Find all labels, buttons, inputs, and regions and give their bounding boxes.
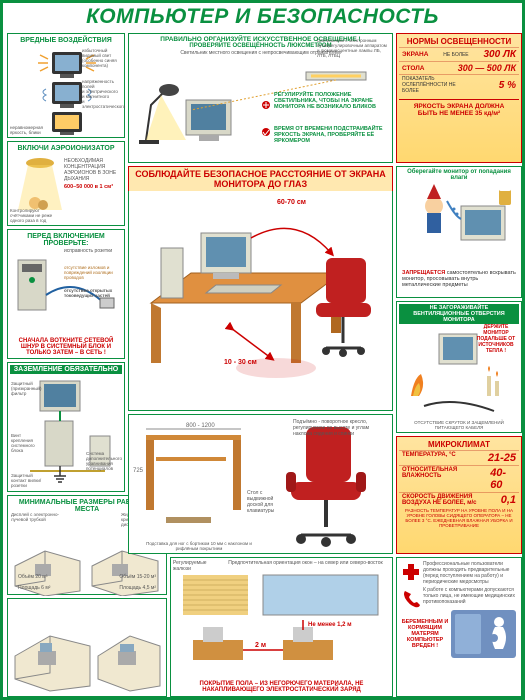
- precheck-footer: СНАЧАЛА ВОТКНИТЕ СЕТЕВОЙ ШНУР В СИСТЕМНЫ…: [10, 338, 122, 356]
- panel-distance: 60-70 см 10 - 30 см: [128, 191, 393, 411]
- panel-medical: Профессиональные пользователи должны про…: [396, 557, 522, 697]
- climate-foot: РАЗНОСТЬ ТЕМПЕРАТУР НА УРОВНЕ ПОЛА И НА …: [399, 507, 519, 529]
- svg-text:800 - 1200: 800 - 1200: [186, 423, 215, 429]
- vent-title: НЕ ЗАГОРАЖИВАЙТЕ ВЕНТИЛЯЦИОННЫЕ ОТВЕРСТИ…: [399, 304, 519, 324]
- distance-title-box: СОБЛЮДАЙТЕ БЕЗОПАСНОЕ РАССТОЯНИЕ ОТ ЭКРА…: [128, 166, 393, 192]
- norm-r2-v: 5 %: [499, 80, 516, 91]
- panel-vent: НЕ ЗАГОРАЖИВАЙТЕ ВЕНТИЛЯЦИОННЫЕ ОТВЕРСТИ…: [396, 301, 522, 433]
- norm-r1-l: СТОЛА: [402, 65, 425, 72]
- minsize-v2: Объём 15-20 м³: [119, 574, 156, 580]
- minsize-ext-illustration: [10, 601, 164, 695]
- foot-note: Подставка для ног с бортиком 10 мм с нак…: [144, 541, 254, 551]
- climate-r2v: 0,1: [501, 494, 516, 506]
- norm-r2-m: ПОКАЗАТЕЛЬ ОСЛЕПЛЁННОСТИ НЕ БОЛЕЕ: [402, 76, 472, 94]
- ground-i3: Система дополнительного уравнивания поте…: [86, 451, 121, 471]
- panel-grounding: ЗАЗЕМЛЕНИЕ ОБЯЗАТЕЛЬНО Защитный (приэкра…: [7, 362, 125, 492]
- norm-r0-m: НЕ БОЛЕЕ: [443, 52, 468, 58]
- deskdetail-illustration: 800 - 1200 725: [131, 417, 391, 552]
- precheck-illustration: [10, 250, 122, 320]
- minsize-a1: Площадь 6 м²: [18, 585, 50, 591]
- climate-title: МИКРОКЛИМАТ: [399, 439, 519, 450]
- harmful-item3: неравномерная яркость, блики: [10, 125, 48, 135]
- minsize-l0: Дисплей с электронно-лучевой трубкой: [11, 512, 61, 522]
- panel-climate: МИКРОКЛИМАТ ТЕМПЕРАТУРА, °С 21-25 ОТНОСИТ…: [396, 436, 522, 554]
- panel-precheck: ПЕРЕД ВКЛЮЧЕНИЕМ ПРОВЕРЬТЕ: исправность …: [7, 229, 125, 359]
- ground-i1: Винт крепления системного блока: [11, 433, 41, 453]
- precheck-i1: отсутствие изломов и повреждений изоляци…: [64, 265, 122, 280]
- pregnant-icon: [451, 610, 516, 658]
- ground-i0: Защитный (приэкранный) фильтр: [11, 381, 41, 396]
- lighting-illustration: [131, 70, 391, 160]
- norms-title: НОРМЫ ОСВЕЩЕННОСТИ: [399, 36, 519, 47]
- ground-i2: Защитный контакт вилки/розетки: [11, 473, 46, 488]
- ionizer-val: 600–50 000 в 1 см³: [64, 184, 122, 190]
- panel-lighting: ПРАВИЛЬНО ОРГАНИЗУЙТЕ ИСКУССТВЕННОЕ ОСВЕ…: [128, 33, 393, 163]
- harmful-item1: избыточный видимый свет (особенно синяя …: [82, 48, 122, 68]
- medical-warn: БЕРЕМЕННЫМ И КОРМЯЩИМ МАТЕРЯМ КОМПЬЮТЕР …: [399, 619, 451, 649]
- panel-deskdetail: 800 - 1200 725 Подъёмно - поворотное кре…: [128, 414, 393, 554]
- medical-cross-icon: [401, 562, 421, 582]
- precheck-title: ПЕРЕД ВКЛЮЧЕНИЕМ ПРОВЕРЬТЕ:: [10, 232, 122, 248]
- precheck-i2: отсутствие открытых токоведущих частей: [64, 288, 122, 298]
- ionizer-txt1: НЕОБХОДИМАЯ КОНЦЕНТРАЦИЯ АЭРОИОНОВ В ЗОН…: [64, 158, 122, 182]
- moisture-illustration: [399, 181, 519, 266]
- distance-illustration: [131, 193, 391, 408]
- svg-text:2 м: 2 м: [255, 642, 266, 649]
- dist-d1: 60-70 см: [277, 199, 306, 206]
- climate-r2l: СКОРОСТЬ ДВИЖЕНИЯ ВОЗДУХА НЕ БОЛЕЕ, м/с: [402, 494, 482, 506]
- panel-minsize-ext: [7, 598, 167, 697]
- blinds-illustration: Не менее 1,2 м 2 м: [173, 572, 391, 672]
- climate-r1v: 40-60: [490, 467, 516, 491]
- norm-r1-v: 300 — 500 ЛК: [458, 63, 516, 73]
- panel-harmful: ВРЕДНЫЕ ВОЗДЕЙСТВИЯ избыточный видимый с…: [7, 33, 125, 138]
- panel-blinds: Регулируемые жалюзи Предпочтительная ори…: [170, 557, 393, 697]
- blinds-l2: Предпочтительная ориентация окон – на се…: [221, 560, 390, 572]
- distance-title: СОБЛЮДАЙТЕ БЕЗОПАСНОЕ РАССТОЯНИЕ ОТ ЭКРА…: [128, 166, 393, 192]
- blinds-l1: Регулируемые жалюзи: [173, 560, 221, 572]
- climate-r0v: 21-25: [488, 452, 516, 464]
- grounding-title: ЗАЗЕМЛЕНИЕ ОБЯЗАТЕЛЬНО: [10, 365, 122, 374]
- blinds-floor: ПОКРЫТИЕ ПОЛА – ИЗ НЕГОРЮЧЕГО МАТЕРИАЛА,…: [175, 681, 388, 693]
- harmful-title: ВРЕДНЫЕ ВОЗДЕЙСТВИЯ: [10, 36, 122, 45]
- dist-d2: 10 - 30 см: [224, 359, 257, 366]
- precheck-i0: исправность розетки: [64, 248, 122, 254]
- norm-r0-v: 300 ЛК: [484, 49, 516, 60]
- lighting-b2: ВРЕМЯ ОТ ВРЕМЕНИ ПОДСТРАИВАЙТЕ ЯРКОСТЬ Э…: [274, 126, 389, 144]
- phone-icon: [401, 588, 421, 608]
- harmful-item2: напряженность полей и электрического и м…: [82, 79, 122, 109]
- kb-note: Стол с выдвижной доской для клавиатуры: [247, 490, 289, 514]
- norms-footer: ЯРКОСТЬ ЭКРАНА ДОЛЖНА БЫТЬ НЕ МЕНЕЕ 35 к…: [399, 99, 519, 120]
- norm-r0-l: ЭКРАНА: [402, 51, 428, 58]
- chair-note: Подъёмно - поворотное кресло, регулируем…: [293, 419, 388, 437]
- climate-r0l: ТЕМПЕРАТУРА, °С: [402, 452, 456, 464]
- lighting-b1: РЕГУЛИРУЙТЕ ПОЛОЖЕНИЕ СВЕТИЛЬНИКА, ЧТОБЫ…: [274, 92, 389, 110]
- minsize-v1: Объём 20 м³: [18, 574, 47, 580]
- panel-norms-light: НОРМЫ ОСВЕЩЕННОСТИ ЭКРАНАНЕ БОЛЕЕ300 ЛК …: [396, 33, 522, 163]
- vent-warn: ДЕРЖИТЕ МОНИТОР ПОДАЛЬШЕ ОТ ИСТОЧНИКОВ Т…: [475, 324, 517, 354]
- moisture-title: Оберегайте монитор от попадания влаги: [399, 169, 519, 181]
- svg-text:Не менее 1,2 м: Не менее 1,2 м: [308, 622, 352, 628]
- svg-text:725: 725: [133, 468, 144, 474]
- minsize-a2: Площадь 4,5 м²: [119, 585, 156, 591]
- climate-r1l: ОТНОСИТЕЛЬНАЯ ВЛАЖНОСТЬ: [402, 467, 490, 491]
- main-title: КОМПЬЮТЕР И БЕЗОПАСНОСТЬ: [3, 3, 522, 33]
- ionizer-txt2: Контролируют счётчиками не реже одного р…: [10, 208, 65, 223]
- lighting-sub2: Светильники с электронным пускорегулиров…: [317, 38, 389, 58]
- vent-foot: ОТСУТСТВИЕ СКРУТОК И ЗАЩЕМЛЕНИЙ ПИТАЮЩЕГ…: [400, 420, 518, 430]
- panel-moisture: Оберегайте монитор от попадания влаги ЗА…: [396, 166, 522, 298]
- panel-ionizer: ВКЛЮЧИ АЭРОИОНИЗАТОР НЕОБХОДИМАЯ КОНЦЕНТ…: [7, 141, 125, 226]
- ionizer-title: ВКЛЮЧИ АЭРОИОНИЗАТОР: [10, 144, 122, 153]
